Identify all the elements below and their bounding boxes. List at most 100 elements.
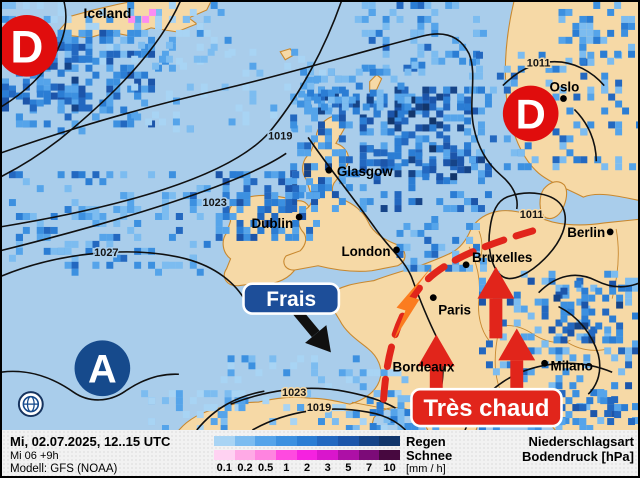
precip-pixel bbox=[431, 250, 439, 258]
land-great-britain bbox=[283, 115, 406, 272]
precip-pixel bbox=[345, 376, 353, 384]
city-label: London bbox=[341, 244, 390, 259]
precip-pixel bbox=[85, 104, 93, 112]
precip-pixel bbox=[43, 120, 51, 128]
precip-pixel bbox=[422, 110, 430, 118]
precip-pixel bbox=[415, 159, 423, 167]
precip-pixel bbox=[311, 369, 319, 377]
precip-pixel bbox=[327, 96, 335, 104]
model-run: Mi 06 +9h bbox=[10, 450, 59, 462]
rain-scale-cell bbox=[317, 436, 339, 446]
precip-pixel bbox=[50, 92, 58, 100]
precip-pixel bbox=[382, 36, 390, 44]
precip-pixel bbox=[175, 404, 183, 412]
precip-pixel bbox=[222, 185, 230, 193]
precip-pixel bbox=[2, 97, 9, 105]
precip-pixel bbox=[424, 236, 432, 244]
precip-pixel bbox=[141, 85, 149, 93]
precip-pixel bbox=[338, 135, 346, 143]
precip-pixel bbox=[175, 261, 183, 269]
precip-pixel bbox=[517, 149, 525, 157]
precip-pixel bbox=[207, 48, 215, 56]
squall-line-bolt-icon bbox=[393, 264, 434, 341]
precip-pixel bbox=[368, 64, 376, 72]
precip-pixel bbox=[175, 226, 183, 234]
precip-pixel bbox=[397, 82, 405, 90]
precip-pixel bbox=[445, 264, 453, 272]
annotation-frais: Frais bbox=[242, 282, 341, 315]
precip-pixel bbox=[285, 233, 293, 241]
precip-pixel bbox=[404, 409, 412, 417]
precip-pixel bbox=[299, 185, 307, 193]
precip-pixel bbox=[422, 166, 430, 174]
svg-text:Très chaud: Très chaud bbox=[424, 395, 550, 422]
precip-pixel bbox=[304, 100, 312, 108]
precip-pixel bbox=[616, 336, 624, 344]
precip-pixel bbox=[608, 121, 616, 129]
precip-pixel bbox=[479, 277, 486, 285]
precip-pixel bbox=[541, 305, 549, 313]
precip-pixel bbox=[607, 397, 615, 405]
city-label: Paris bbox=[438, 303, 471, 318]
precip-pixel bbox=[579, 22, 587, 30]
precip-pixel bbox=[196, 43, 204, 51]
precip-pixel bbox=[590, 389, 598, 397]
precip-pixel bbox=[338, 198, 346, 206]
precip-pixel bbox=[278, 178, 286, 186]
precip-pixel bbox=[572, 404, 580, 412]
precip-pixel bbox=[587, 93, 595, 101]
precip-pixel bbox=[64, 57, 72, 65]
precip-pixel bbox=[8, 171, 16, 179]
precip-pixel bbox=[57, 127, 65, 135]
precip-pixel bbox=[534, 298, 542, 306]
precip-pixel bbox=[382, 15, 390, 23]
precip-pixel bbox=[291, 48, 299, 56]
precip-pixel bbox=[71, 85, 79, 93]
precip-pixel bbox=[443, 124, 451, 132]
city-dot bbox=[606, 228, 614, 236]
city-dot bbox=[393, 246, 400, 254]
rain-scale-cell bbox=[358, 436, 380, 446]
precip-pixel bbox=[614, 404, 622, 412]
precip-pixel bbox=[242, 69, 250, 77]
precip-pixel bbox=[172, 97, 180, 105]
precip-pixel bbox=[300, 82, 308, 90]
precip-pixel bbox=[503, 65, 511, 73]
precip-pixel bbox=[324, 383, 332, 391]
precip-pixel bbox=[113, 254, 121, 262]
precip-pixel bbox=[567, 308, 575, 316]
precip-pixel bbox=[403, 64, 411, 72]
precip-pixel bbox=[562, 368, 570, 376]
precip-pixel bbox=[43, 78, 51, 86]
precip-pixel bbox=[464, 166, 472, 174]
precip-pixel bbox=[376, 89, 384, 97]
precip-pixel bbox=[373, 159, 381, 167]
precip-pixel bbox=[579, 418, 587, 426]
precip-pixel bbox=[408, 198, 416, 206]
precip-pixel bbox=[587, 58, 595, 66]
precip-pixel bbox=[394, 100, 402, 108]
precip-pixel bbox=[168, 171, 176, 179]
precip-pixel bbox=[566, 135, 574, 143]
precip-pixel bbox=[366, 145, 374, 153]
precip-pixel bbox=[401, 86, 409, 94]
precip-pixel bbox=[189, 206, 197, 214]
precip-pixel bbox=[134, 78, 142, 86]
precip-pixel bbox=[243, 185, 251, 193]
precip-pixel bbox=[106, 85, 114, 93]
precip-pixel bbox=[489, 86, 497, 94]
city-label: Dublin bbox=[251, 216, 293, 231]
precip-pixel bbox=[615, 121, 623, 129]
precip-pixel bbox=[71, 48, 79, 56]
rain-scale-cell bbox=[234, 436, 256, 446]
precip-pixel bbox=[622, 107, 630, 115]
city-glasgow: Glasgow bbox=[325, 164, 393, 179]
precip-pixel bbox=[503, 135, 511, 143]
rain-scale-cell bbox=[214, 436, 235, 446]
precip-pixel bbox=[78, 206, 86, 214]
precip-pixel bbox=[408, 110, 416, 118]
precip-pixel bbox=[313, 219, 320, 227]
precip-pixel bbox=[331, 191, 339, 199]
precip-pixel bbox=[478, 86, 485, 94]
precip-pixel bbox=[429, 86, 437, 94]
